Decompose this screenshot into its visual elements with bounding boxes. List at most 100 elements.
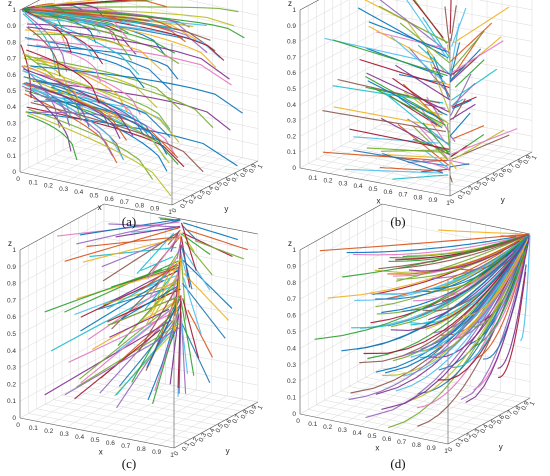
z-tick-label: 0.9: [287, 23, 296, 30]
y-tick-label: 0.1: [455, 437, 466, 449]
trajectory-line: [462, 239, 529, 318]
y-tick-label: 1: [529, 400, 537, 407]
trajectory-line: [375, 240, 527, 373]
trajectory-line: [449, 175, 453, 183]
trajectory-line: [446, 123, 451, 151]
trajectory-line: [432, 67, 451, 75]
x-tick-label: 0: [16, 176, 20, 183]
grid-line: [19, 270, 105, 318]
grid-line: [103, 254, 259, 285]
z-tick-label: 0.7: [7, 56, 16, 63]
grid-line: [388, 385, 471, 433]
trajectory-line: [151, 276, 178, 320]
y-tick-label: 0.7: [506, 163, 517, 175]
axis-edge: [19, 203, 105, 251]
trajectory-line: [173, 258, 182, 332]
trajectory-line: [438, 229, 523, 235]
x-tick-label: 0.7: [121, 443, 130, 450]
trajectory-line: [21, 85, 114, 157]
trajectory-line: [182, 277, 202, 335]
caption-b: (b): [390, 214, 405, 229]
y-tick-label: 0.4: [479, 423, 490, 435]
trajectory-line: [181, 222, 197, 271]
trajectory-line: [64, 260, 179, 313]
z-tick-label: 0.6: [7, 314, 16, 321]
trajectory-line: [449, 112, 471, 137]
trajectory-line: [30, 102, 204, 173]
z-tick-label: 0.4: [287, 345, 296, 352]
grid-line: [381, 28, 533, 58]
trajectory-line: [366, 72, 450, 113]
axis-edge: [173, 401, 259, 449]
z-tick-label: 0.7: [287, 296, 296, 303]
x-tick-label: 0.4: [353, 183, 362, 190]
x-tick-label: 0.2: [44, 428, 53, 435]
trajectory-line: [452, 82, 476, 106]
x-tick-label: 1: [170, 452, 174, 459]
trajectory-line: [368, 25, 435, 63]
x-tick-label: 0.5: [368, 186, 377, 193]
trajectory-line: [51, 96, 168, 172]
trajectory-line: [180, 317, 189, 374]
trajectories: [44, 217, 248, 409]
trajectory-line: [182, 249, 211, 291]
z-tick-label: 0.2: [7, 137, 16, 144]
trajectory-line: [115, 225, 180, 238]
z-tick-label: 1: [292, 247, 296, 254]
y-tick-label: 0.5: [215, 422, 226, 434]
trajectory-line: [498, 271, 527, 379]
y-tick-label: 0.7: [504, 409, 515, 421]
y-tick-label: 0.9: [248, 404, 259, 416]
trajectory-line: [138, 287, 177, 352]
trajectory-line: [451, 96, 477, 108]
y-tick-label: 1: [257, 404, 265, 411]
trajectory-line: [26, 6, 65, 14]
z-tick-label: 1: [292, 7, 296, 14]
x-tick-label: 0.2: [323, 424, 332, 431]
z-tick-label: 0.5: [7, 331, 16, 338]
z-tick-label: 0.3: [287, 362, 296, 369]
trajectory-line: [180, 244, 193, 290]
trajectory-line: [450, 128, 518, 155]
grid-line: [19, 254, 105, 301]
trajectory-line: [416, 284, 512, 409]
z-tick-label: 0.3: [7, 365, 16, 372]
trajectory-line: [387, 250, 504, 300]
grid-line: [434, 148, 518, 194]
axis-edge: [19, 417, 175, 449]
trajectory-line: [177, 295, 182, 389]
axis-edge: [381, 203, 531, 235]
z-tick-label: 0.8: [7, 39, 16, 46]
y-tick-label: 0.1: [179, 198, 190, 210]
y-tick-label: 0.9: [248, 163, 259, 175]
trajectory-line: [181, 282, 226, 339]
z-axis-label: z: [8, 0, 12, 8]
z-tick-label: 0.2: [7, 381, 16, 388]
y-tick-label: 0.4: [481, 176, 492, 188]
trajectory-line: [53, 9, 245, 39]
grid-line: [299, 13, 383, 58]
axis-edge: [103, 203, 259, 235]
x-tick-label: 0.7: [397, 439, 406, 446]
trajectory-line: [119, 266, 180, 286]
trajectory-line: [34, 0, 100, 8]
axis-edge: [19, 171, 173, 206]
trajectory-line: [45, 8, 188, 33]
trajectory-line: [497, 264, 527, 369]
y-tick-label: 0.6: [496, 414, 507, 426]
trajectory-line: [449, 23, 460, 75]
trajectory-line: [450, 22, 493, 62]
x-tick-label: 0.3: [60, 431, 69, 438]
trajectory-line: [182, 259, 233, 309]
y-tick-label: 0.8: [512, 405, 523, 417]
trajectory-line: [422, 159, 450, 170]
trajectory-line: [50, 86, 168, 155]
z-tick-label: 0.2: [287, 133, 296, 140]
z-tick-label: 0.9: [7, 23, 16, 30]
x-tick-label: 0.5: [89, 193, 98, 200]
trajectory-line: [118, 320, 174, 387]
z-tick-label: 0.6: [287, 70, 296, 77]
trajectory-line: [453, 125, 485, 140]
grid-line: [111, 147, 198, 193]
trajectory-line: [29, 9, 141, 28]
